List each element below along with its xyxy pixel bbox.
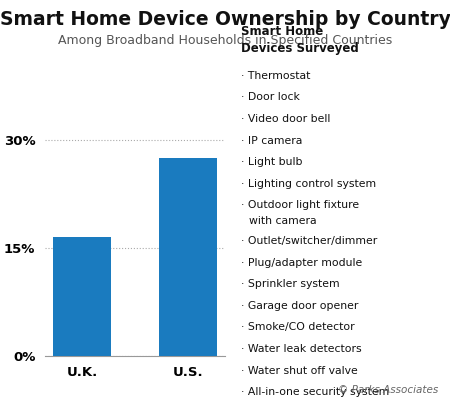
- Text: · Light bulb: · Light bulb: [241, 157, 302, 167]
- Text: · Sprinkler system: · Sprinkler system: [241, 279, 339, 289]
- Text: · Water leak detectors: · Water leak detectors: [241, 344, 361, 354]
- Text: · Outlet/switcher/dimmer: · Outlet/switcher/dimmer: [241, 236, 377, 246]
- Text: · Plug/adapter module: · Plug/adapter module: [241, 258, 362, 268]
- Bar: [159, 158, 217, 356]
- Bar: [53, 237, 111, 356]
- Text: · Smoke/CO detector: · Smoke/CO detector: [241, 322, 355, 332]
- Text: · Garage door opener: · Garage door opener: [241, 301, 358, 311]
- Text: Smart Home Device Ownership by Country: Smart Home Device Ownership by Country: [0, 10, 450, 29]
- Text: Smart Home
Devices Surveyed: Smart Home Devices Surveyed: [241, 25, 359, 55]
- Text: · Door lock: · Door lock: [241, 92, 300, 102]
- Text: · Lighting control system: · Lighting control system: [241, 179, 376, 189]
- Text: · IP camera: · IP camera: [241, 136, 302, 146]
- Text: · All-in-one security system: · All-in-one security system: [241, 387, 389, 397]
- Text: · Video door bell: · Video door bell: [241, 114, 330, 124]
- Text: · Thermostat: · Thermostat: [241, 71, 310, 81]
- Text: © Parks Associates: © Parks Associates: [338, 385, 439, 395]
- Text: with camera: with camera: [249, 216, 316, 226]
- Text: Among Broadband Households in Specified Countries: Among Broadband Households in Specified …: [58, 34, 392, 47]
- Text: · Water shut off valve: · Water shut off valve: [241, 366, 357, 376]
- Text: · Outdoor light fixture: · Outdoor light fixture: [241, 200, 359, 210]
